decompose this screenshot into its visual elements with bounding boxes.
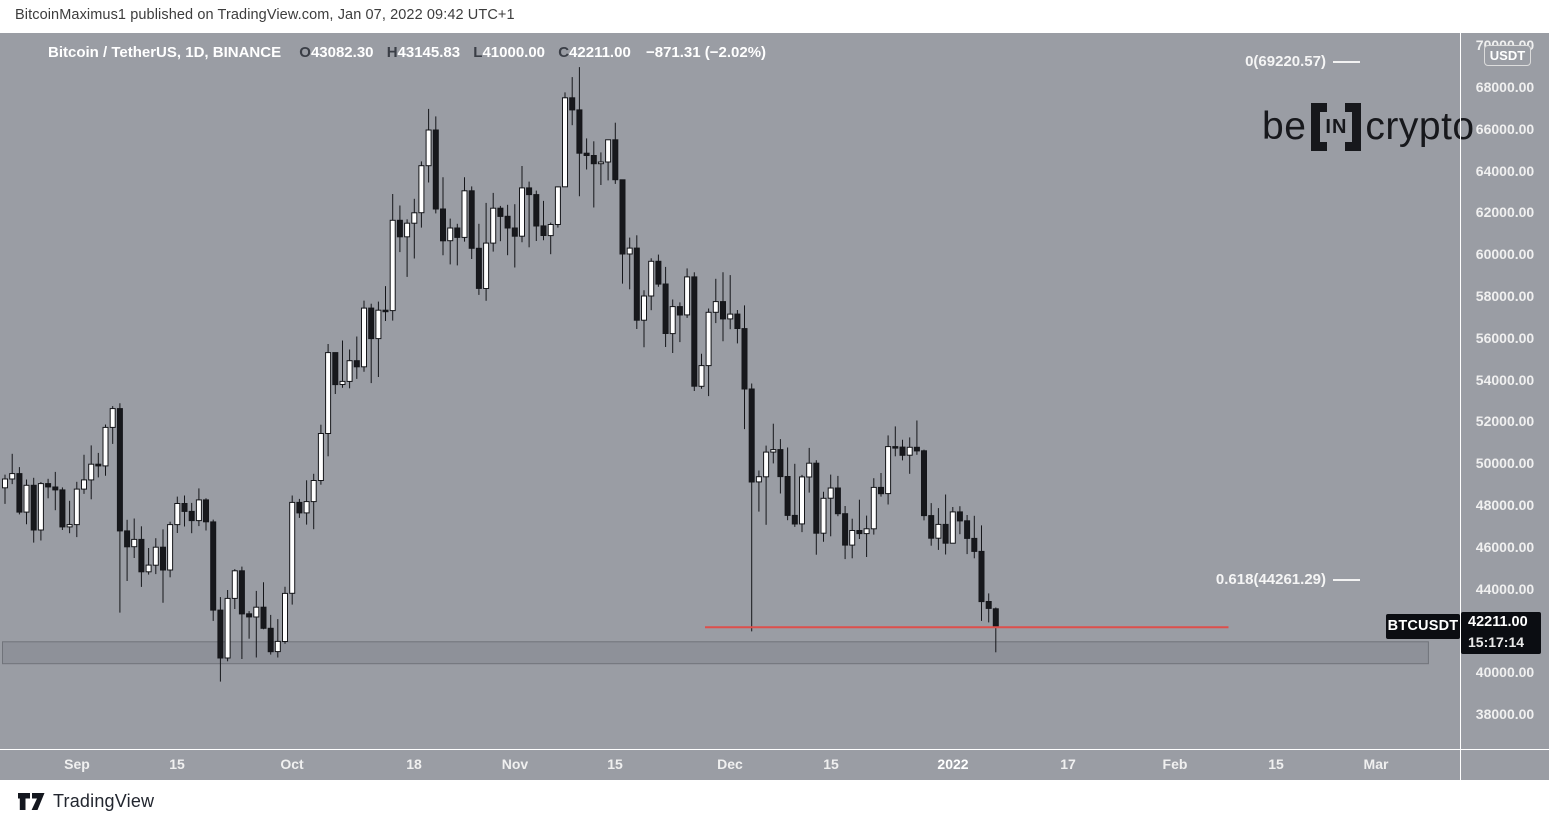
time-tick-label: 15 [1268, 756, 1284, 772]
chart-panel[interactable]: Bitcoin / TetherUS, 1D, BINANCE O43082.3… [0, 33, 1549, 780]
low-label: L [473, 44, 483, 61]
time-tick-label: Feb [1162, 756, 1188, 772]
time-tick-label: Nov [501, 756, 529, 772]
symbol-title[interactable]: Bitcoin / TetherUS, 1D, BINANCE [48, 44, 282, 61]
price-tick-label: 60000.00 [1475, 246, 1535, 262]
fib-level-0-text: 0(69220.57) [1245, 53, 1326, 71]
price-tick-label: 56000.00 [1475, 330, 1535, 346]
time-tick-label: Dec [717, 756, 743, 772]
high-value: 43145.83 [397, 44, 461, 61]
price-tick-label: 58000.00 [1475, 288, 1535, 304]
watermark-prefix: be [1262, 105, 1307, 148]
price-tick-label: 64000.00 [1475, 163, 1535, 179]
tradingview-link[interactable]: TradingView [18, 791, 154, 812]
price-tick-label: 52000.00 [1475, 413, 1535, 429]
last-price-value: 42211.00 [1468, 614, 1528, 630]
bar-countdown: 15:17:14 [1468, 634, 1525, 650]
fib-level-0-label: 0(69220.57) [1245, 53, 1360, 70]
low-value: 41000.00 [482, 44, 546, 61]
beincrypto-watermark: be IN crypto [1262, 103, 1475, 151]
currency-toggle-badge[interactable]: USDT [1484, 45, 1531, 66]
price-tick-label: 38000.00 [1475, 706, 1535, 722]
price-tick-label: 66000.00 [1475, 121, 1535, 137]
price-tick-label: 54000.00 [1475, 372, 1535, 388]
price-tick-label: 44000.00 [1475, 581, 1535, 597]
time-tick-label: Mar [1363, 756, 1389, 772]
tradingview-brand-text: TradingView [53, 791, 155, 811]
time-axis-separator [0, 749, 1549, 750]
time-tick-label: 15 [169, 756, 185, 772]
time-tick-label: 15 [823, 756, 839, 772]
watermark-suffix: crypto [1365, 105, 1475, 148]
last-price-badge: 42211.00 15:17:14 [1461, 612, 1541, 654]
attribution-bar: BitcoinMaximus1 published on TradingView… [0, 0, 1561, 33]
time-tick-label: Oct [280, 756, 304, 772]
time-tick-label: 17 [1060, 756, 1076, 772]
time-tick-label: 2022 [937, 756, 969, 772]
open-value: 43082.30 [310, 44, 374, 61]
watermark-bracket-text: IN [1325, 115, 1348, 138]
close-label: C [558, 44, 570, 61]
attribution-text: BitcoinMaximus1 published on TradingView… [15, 7, 515, 23]
price-axis[interactable]: 70000.0068000.0066000.0064000.0062000.00… [1461, 33, 1549, 749]
time-axis[interactable]: Sep 15 Oct 18 Nov 15 Dec 15 2022 17 Feb 15 Mar [0, 750, 1549, 780]
price-tick-label: 62000.00 [1475, 204, 1535, 220]
time-tick-label: 18 [406, 756, 422, 772]
last-price-symbol-badge: BTCUSDT [1386, 614, 1460, 639]
fib-level-0-line [1333, 60, 1360, 63]
price-tick-label: 46000.00 [1475, 539, 1535, 555]
watermark-bracket-right-icon [1345, 103, 1362, 151]
ohlc-legend: Bitcoin / TetherUS, 1D, BINANCE O43082.3… [48, 44, 766, 61]
price-tick-label: 68000.00 [1475, 79, 1535, 95]
time-tick-label: 15 [607, 756, 623, 772]
change-value: −871.31 (−2.02%) [645, 44, 767, 61]
candlestick-chart[interactable] [0, 33, 1549, 749]
tradingview-logo-icon [18, 793, 45, 810]
time-tick-label: Sep [64, 756, 90, 772]
open-label: O [299, 44, 311, 61]
price-tick-label: 40000.00 [1475, 664, 1535, 680]
price-tick-label: 50000.00 [1475, 455, 1535, 471]
fib-level-618-text: 0.618(44261.29) [1215, 571, 1326, 589]
footer-bar: TradingView [0, 780, 1561, 826]
price-tick-label: 48000.00 [1475, 497, 1535, 513]
fib-level-618-label: 0.618(44261.29) [1216, 571, 1360, 588]
watermark-bracket-left-icon [1311, 103, 1328, 151]
close-value: 42211.00 [569, 44, 631, 61]
fib-level-618-line [1333, 578, 1360, 581]
price-axis-separator [1460, 33, 1461, 780]
high-label: H [386, 44, 398, 61]
